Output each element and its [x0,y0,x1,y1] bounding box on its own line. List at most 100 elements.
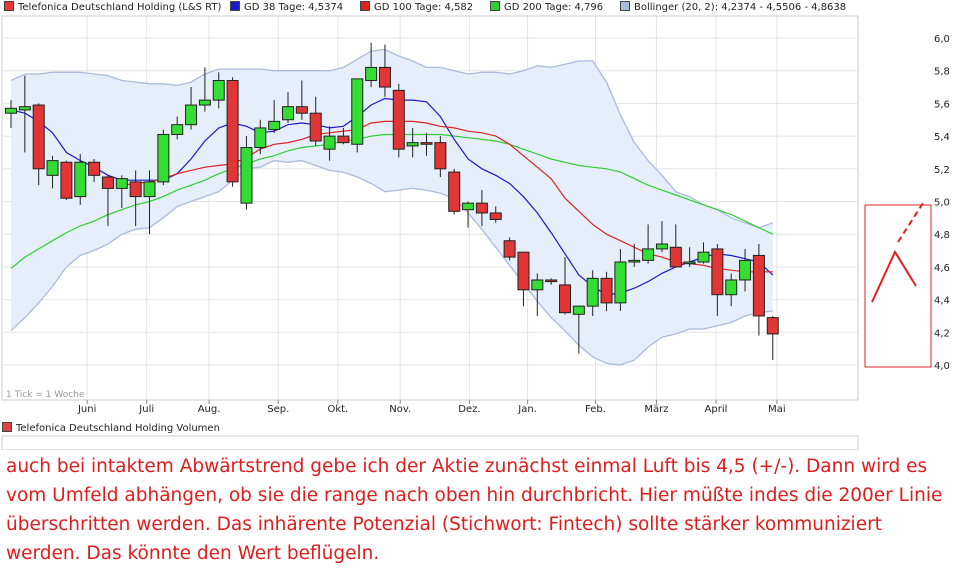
candle-body [434,142,447,170]
candle [88,158,101,182]
candle-body [88,161,101,176]
legend-swatch [490,1,500,11]
candle-body [323,135,336,150]
bollinger-upper-line [10,48,774,229]
candle [129,170,142,227]
candle-body [240,147,253,204]
candle [669,224,682,268]
candle-body [655,243,668,250]
forecast-box [864,204,932,368]
candle-body [171,124,184,135]
price-chart: 4,04,24,44,64,85,05,25,45,65,86,0 Juni Ju… [1,15,950,450]
candle-body [725,279,738,296]
candle [531,273,544,316]
candle-body [143,181,156,198]
x-tick-label: April [705,404,728,415]
y-tick-label: 5,6 [934,99,950,110]
candle-body [309,112,322,142]
candle [74,154,87,205]
candle-body [489,212,502,220]
bollinger-fill [11,49,773,366]
candle-body [406,142,419,147]
candle [143,170,156,235]
candle [628,244,641,267]
candle [739,248,752,292]
legend-item: GD 100 Tage: 4,582 [360,1,473,13]
legend-item: Bollinger (20, 2): 4,2374 - 4,5506 - 4,8… [620,1,846,13]
candle [32,103,45,186]
y-tick-label: 4,6 [934,263,950,274]
candle-body [642,248,655,261]
candle-body [18,106,31,111]
candle-body [628,259,641,263]
y-tick-label: 5,8 [934,67,950,78]
gd38-line [10,97,774,296]
y-tick-label: 4,4 [934,296,950,307]
y-axis: 4,0 4,2 4,4 4,6 4,8 5,0 5,2 5,4 5,6 5,8 6,0 [934,34,950,372]
candle-body [46,160,59,176]
candle-body [545,279,558,283]
volume-swatch [2,422,12,432]
candle-body [282,106,294,121]
candle [198,67,211,112]
candle [462,201,475,228]
y-tick-label: 6,0 [934,34,950,45]
candle [406,127,419,158]
tick-note: 1 Tick = 1 Woche [6,390,85,400]
candle-body [559,284,571,314]
candle-body [198,99,211,106]
candle [171,116,184,140]
candle [559,257,571,315]
candle-body [337,135,350,144]
x-tick-label: Juni [77,404,96,415]
bollinger-lower-line [10,159,773,366]
y-tick-label: 5,0 [934,198,950,209]
forecast-annotation [864,199,932,368]
candle [46,155,59,189]
candle [226,77,239,187]
candle [725,273,738,307]
candle-body [517,251,530,291]
x-tick-label: Sep. [267,404,289,415]
candle [614,248,627,312]
candle-body [115,178,128,189]
candle [157,129,170,186]
y-tick-label: 5,4 [934,132,950,143]
candle [351,78,364,153]
candle [517,251,530,307]
candle-body [5,107,17,114]
candle-body [60,161,73,199]
candle [60,160,73,200]
x-tick-label: Nov. [389,404,411,415]
legend-label: Telefonica Deutschland Holding (L&S RT) [18,2,222,13]
y-tick-label: 4,8 [934,230,950,241]
candle-body [531,279,544,291]
candle-body [185,104,198,126]
candle [337,127,350,145]
x-tick-label: Jan. [517,404,537,415]
x-axis: Juni Juli Aug. Sep. Okt. Nov. Dez. Jan. Feb. März… [77,400,786,415]
legend-label: Bollinger (20, 2): 4,2374 - 4,5506 - 4,8… [634,2,847,13]
gd200-line [10,133,774,269]
candle [434,136,447,177]
candle [185,87,198,130]
candle [268,100,281,133]
candle-body [129,181,142,198]
x-tick-label: Mai [768,404,786,415]
legend-item: GD 200 Tage: 4,796 [490,1,603,13]
candle-body [157,133,170,183]
candle-body [475,202,488,214]
bollinger-band [10,48,774,366]
legend-swatch [230,1,240,11]
candle [503,237,516,261]
candle [392,83,405,158]
legend-item: Telefonica Deutschland Holding (L&S RT) [4,1,221,13]
candle [254,119,267,155]
candle-body [711,248,724,296]
candle-body [365,66,378,82]
candle [282,91,294,124]
legend-label: GD 38 Tage: 4,5374 [244,2,344,13]
candle-body [462,202,475,211]
candle-body [669,246,682,268]
x-tick-label: Feb. [585,404,606,415]
